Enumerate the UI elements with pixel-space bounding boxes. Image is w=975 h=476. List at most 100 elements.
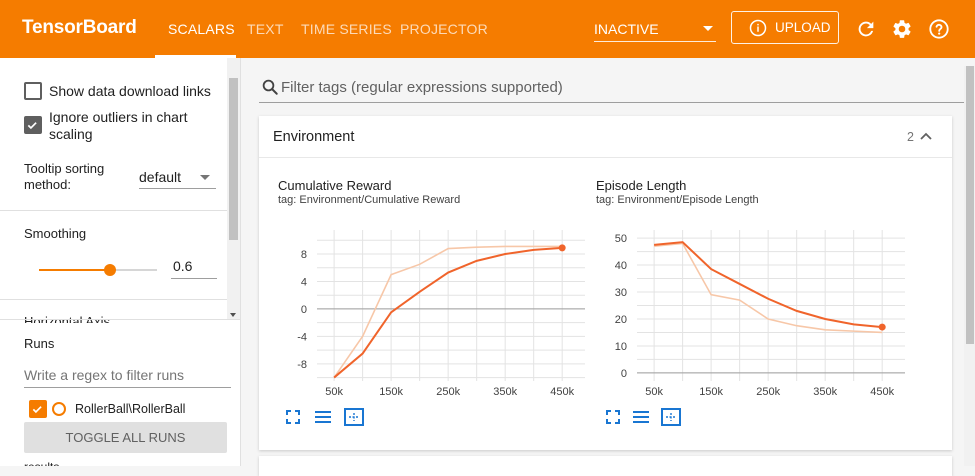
check-icon	[32, 406, 42, 414]
last-point-marker	[878, 323, 886, 331]
sidebar: Show data download links Ignore outliers…	[0, 58, 241, 466]
main-content: Filter tags (regular expressions support…	[241, 58, 975, 476]
category-count: 2	[907, 130, 914, 144]
fit-domain-icon[interactable]	[343, 406, 365, 428]
smoothed-series-line	[333, 246, 563, 379]
x-tick-label: 450k	[870, 386, 894, 396]
upload-label: UPLOAD	[775, 20, 831, 35]
raw-series-line	[333, 245, 563, 379]
y-tick-label: 0	[301, 304, 307, 316]
show-download-links-checkbox[interactable]	[24, 82, 42, 100]
y-tick-label: 40	[615, 260, 627, 272]
app-brand: TensorBoard	[22, 17, 137, 38]
y-tick-label: -4	[297, 331, 307, 343]
main-scrollbar[interactable]	[964, 66, 975, 466]
toggle-all-runs-button[interactable]: TOGGLE ALL RUNS	[24, 422, 227, 453]
episode-length-chart[interactable]: 50 40 30 20 10 0 50k 150k 250k 350k 450k	[593, 214, 913, 396]
tag-filter-input[interactable]: Filter tags (regular expressions support…	[259, 74, 964, 103]
scroll-down-icon[interactable]	[230, 313, 236, 317]
x-tick-label: 150k	[379, 386, 403, 396]
sidebar-divider	[0, 299, 228, 300]
raw-series-line	[654, 242, 883, 334]
runs-footer-text: results	[24, 459, 59, 466]
fit-domain-icon[interactable]	[660, 406, 682, 428]
y-tick-label: -8	[297, 359, 307, 371]
last-point-marker	[558, 244, 566, 252]
tag-filter-placeholder: Filter tags (regular expressions support…	[281, 79, 563, 96]
slider-thumb[interactable]	[103, 264, 116, 276]
slider-fill	[39, 269, 110, 271]
x-tick-label: 350k	[493, 386, 517, 396]
smoothed-series-line	[654, 241, 883, 329]
x-tick-label: 50k	[645, 386, 663, 396]
tooltip-sorting-value: default	[139, 169, 182, 185]
run-name: RollerBall\RollerBall	[75, 402, 186, 416]
tab-text[interactable]: TEXT	[247, 21, 284, 37]
toggle-log-scale-icon[interactable]	[631, 407, 651, 427]
tab-time-series[interactable]: TIME SERIES	[301, 21, 392, 37]
run-checkbox[interactable]	[29, 400, 47, 418]
scrollbar-thumb[interactable]	[229, 78, 238, 240]
y-tick-label: 10	[615, 341, 627, 353]
show-download-links-label: Show data download links	[49, 83, 211, 99]
horizontal-axis-section: Horizontal Axis	[24, 314, 224, 323]
help-icon[interactable]	[928, 18, 950, 40]
plugin-status-select[interactable]: INACTIVE	[594, 17, 716, 42]
fullscreen-icon[interactable]	[283, 407, 303, 427]
info-icon	[749, 19, 767, 37]
search-icon	[262, 79, 278, 95]
smoothing-input[interactable]: 0.6	[171, 255, 217, 279]
upload-button[interactable]: UPLOAD	[731, 11, 839, 44]
toggle-log-scale-icon[interactable]	[313, 407, 333, 427]
gear-icon[interactable]	[891, 18, 913, 40]
x-tick-label: 50k	[325, 386, 343, 396]
tooltip-sorting-label-line1: Tooltip sorting	[24, 161, 105, 176]
y-tick-label: 0	[621, 368, 627, 380]
smoothing-slider[interactable]	[39, 264, 157, 276]
runs-filter-input[interactable]: Write a regex to filter runs	[24, 363, 231, 388]
chevron-down-icon	[703, 26, 713, 31]
category-title: Environment	[273, 129, 355, 145]
x-tick-label: 350k	[813, 386, 837, 396]
smoothing-value: 0.6	[173, 258, 193, 274]
chart-title: Episode Length	[596, 178, 687, 193]
smoothing-label: Smoothing	[24, 226, 87, 241]
x-tick-label: 250k	[756, 386, 780, 396]
chart-tag: tag: Environment/Episode Length	[596, 194, 759, 206]
runs-label: Runs	[24, 336, 55, 351]
y-tick-label: 4	[301, 276, 307, 288]
ignore-outliers-label-line2: scaling	[49, 126, 93, 142]
horizontal-axis-label: Horizontal Axis	[24, 314, 110, 323]
category-card	[259, 456, 952, 476]
category-card: Environment 2 Cumulative Reward tag: Env…	[259, 116, 952, 450]
x-tick-label: 250k	[436, 386, 460, 396]
runs-filter-placeholder: Write a regex to filter runs	[24, 367, 185, 383]
scrollbar-thumb[interactable]	[966, 66, 974, 344]
chevron-up-icon[interactable]	[918, 128, 934, 144]
y-tick-label: 8	[301, 249, 307, 261]
cumulative-reward-chart[interactable]: 8 4 0 -4 -8 50k 150k 250k 350k 450k	[273, 214, 593, 396]
x-tick-label: 150k	[699, 386, 723, 396]
ignore-outliers-label-line1: Ignore outliers in chart	[49, 109, 188, 125]
y-tick-label: 30	[615, 287, 627, 299]
top-app-bar: TensorBoard SCALARS TEXT TIME SERIES PRO…	[0, 0, 975, 58]
tooltip-sorting-label-line2: method:	[24, 177, 71, 192]
runs-footer: results	[24, 459, 104, 466]
category-header[interactable]: Environment 2	[259, 116, 952, 158]
y-tick-label: 50	[615, 233, 627, 245]
tooltip-sorting-select[interactable]: default	[139, 167, 216, 189]
check-icon	[27, 122, 37, 130]
fullscreen-icon[interactable]	[603, 407, 623, 427]
status-select-value: INACTIVE	[594, 21, 659, 37]
tab-scalars[interactable]: SCALARS	[168, 21, 235, 37]
sidebar-scrollbar[interactable]	[227, 58, 240, 319]
chart-title: Cumulative Reward	[278, 178, 392, 193]
tab-projector[interactable]: PROJECTOR	[400, 21, 488, 37]
chart-tag: tag: Environment/Cumulative Reward	[278, 194, 461, 206]
refresh-icon[interactable]	[855, 18, 877, 40]
chevron-down-icon	[200, 175, 210, 180]
x-tick-label: 450k	[550, 386, 574, 396]
sidebar-divider	[0, 319, 241, 320]
run-color-picker[interactable]	[52, 402, 66, 416]
ignore-outliers-checkbox[interactable]	[24, 116, 42, 134]
